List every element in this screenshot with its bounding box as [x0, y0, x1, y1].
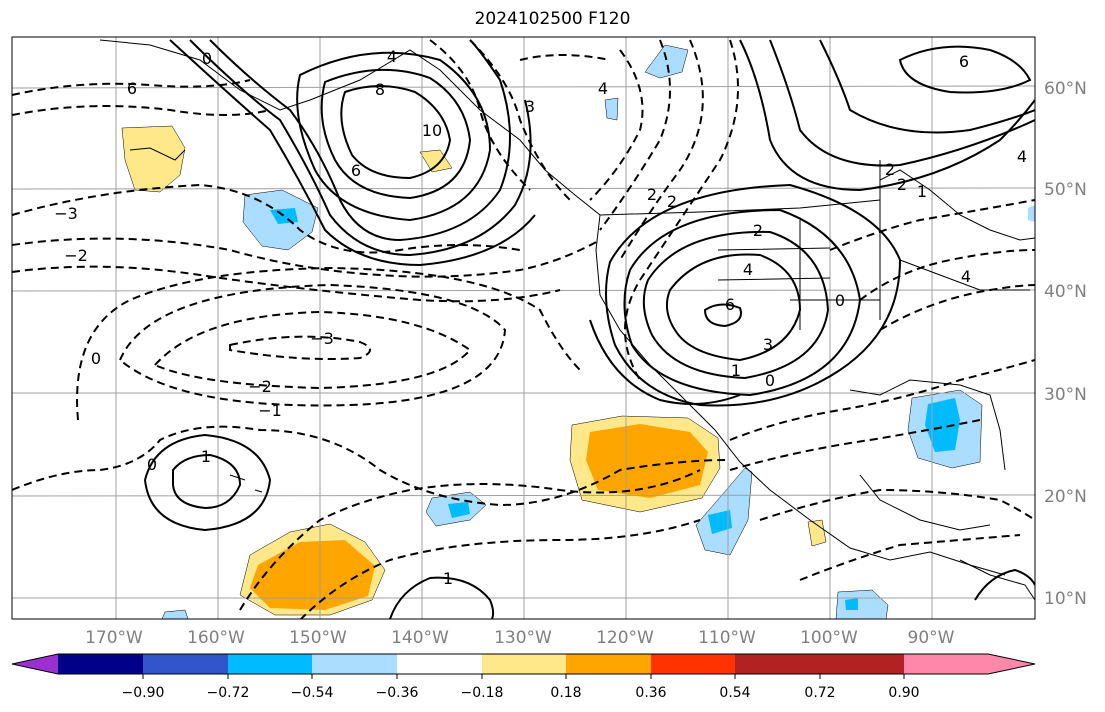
colorbar-segment [312, 654, 397, 674]
contour-label: 2 [647, 185, 657, 204]
lon-label-160w: 160°W [187, 628, 245, 648]
contour-label: −3 [54, 204, 78, 223]
colorbar-label: −0.36 [376, 685, 419, 701]
contour-label: 3 [525, 97, 535, 116]
negative-contours [12, 39, 1035, 619]
latitude-labels: 60°N 50°N 40°N 30°N 20°N 10°N [1044, 79, 1087, 609]
colorbar-extend-low [12, 654, 58, 674]
colorbar-segment [566, 654, 651, 674]
colorbar-segment [482, 654, 566, 674]
positive-anomaly-core [250, 540, 375, 610]
colorbar-label: 0.90 [888, 685, 919, 701]
positive-anomaly-core [586, 424, 708, 498]
graticule [12, 37, 1035, 619]
contour-label: 6 [351, 161, 361, 180]
colorbar-segment [820, 654, 904, 674]
colorbar-label: 0.54 [719, 685, 750, 701]
lon-label-130w: 130°W [494, 628, 552, 648]
lat-label-60n: 60°N [1044, 79, 1087, 99]
colorbar-segment [651, 654, 735, 674]
colorbar-segment [58, 654, 143, 674]
contour-label: 1 [443, 569, 453, 588]
contour-label: 2 [753, 221, 763, 240]
map-frame [11, 36, 1036, 620]
contour-label: −3 [310, 329, 334, 348]
colorbar-segment [397, 654, 482, 674]
negative-anomaly-region [644, 44, 689, 79]
colorbar-segment [228, 654, 312, 674]
negative-anomaly-core [448, 502, 470, 518]
contour-label: 6 [725, 295, 735, 314]
negative-anomaly-region [604, 97, 619, 121]
colorbar-segment [143, 654, 228, 674]
contour-label: 1 [917, 182, 927, 201]
contour-label: 4 [961, 267, 971, 286]
lat-label-50n: 50°N [1044, 180, 1087, 200]
colorbar-ticks [142, 674, 905, 679]
negative-anomaly-core [845, 598, 858, 610]
contour-label: 0 [147, 455, 157, 474]
lon-label-140w: 140°W [391, 628, 449, 648]
lon-label-120w: 120°W [596, 628, 654, 648]
negative-anomaly-region [1028, 205, 1035, 222]
contour-label: 8 [375, 80, 385, 99]
contour-label: 4 [743, 260, 753, 279]
contour-label: 2 [885, 160, 895, 179]
contour-label: −1 [258, 401, 282, 420]
contour-label: 6 [959, 52, 969, 71]
colorbar-extend-high [904, 654, 1035, 674]
contour-label: 6 [127, 79, 137, 98]
contour-label: 4 [598, 79, 608, 98]
lon-label-170w: 170°W [85, 628, 143, 648]
colorbar-label: −0.90 [122, 685, 165, 701]
lon-label-110w: 110°W [698, 628, 756, 648]
colorbar-label: 0.18 [550, 685, 581, 701]
colorbar-label: −0.54 [291, 685, 334, 701]
contour-label: 0 [202, 49, 212, 68]
map-plot-area: 6 4 8 10 6 3 2 0 −3 −2 −3 −2 −1 0 1 0 1 … [12, 37, 1035, 619]
contour-label: 4 [387, 47, 397, 66]
contour-label: 2 [667, 192, 677, 211]
contour-labels: 6 4 8 10 6 3 2 0 −3 −2 −3 −2 −1 0 1 0 1 … [54, 47, 1027, 588]
colorbar-outline [11, 653, 1036, 675]
contour-label: −2 [248, 377, 272, 396]
contour-label: 4 [1017, 147, 1027, 166]
colorbar: −0.90 −0.72 −0.54 −0.36 −0.18 0.18 0.36 … [11, 653, 1036, 701]
contour-label: 10 [422, 121, 442, 140]
map-title: 2024102500 F120 [474, 9, 631, 29]
contour-label: 0 [765, 371, 775, 390]
colorbar-label: 0.36 [635, 685, 666, 701]
contour-label: −2 [64, 246, 88, 265]
positive-anomaly-region [121, 125, 186, 193]
colorbar-label: −0.72 [207, 685, 250, 701]
negative-anomaly-core [925, 398, 960, 452]
positive-contours [143, 39, 1035, 619]
lon-label-100w: 100°W [800, 628, 858, 648]
colorbar-segment [735, 654, 820, 674]
contour-label: 1 [201, 447, 211, 466]
lon-label-90w: 90°W [908, 628, 955, 648]
lon-label-150w: 150°W [289, 628, 347, 648]
contour-label: 2 [897, 175, 907, 194]
positive-anomaly-region [419, 149, 453, 173]
colorbar-label: −0.18 [461, 685, 504, 701]
lat-label-40n: 40°N [1044, 282, 1087, 302]
contour-label: 0 [91, 349, 101, 368]
negative-anomaly-region [835, 589, 889, 619]
contour-label: 3 [763, 335, 773, 354]
contour-label: 1 [731, 361, 741, 380]
positive-anomaly-region [807, 519, 827, 547]
lat-label-10n: 10°N [1044, 589, 1087, 609]
lat-label-20n: 20°N [1044, 487, 1087, 507]
longitude-labels: 170°W 160°W 150°W 140°W 130°W 120°W 110°… [85, 628, 955, 648]
colorbar-label: 0.72 [804, 685, 835, 701]
negative-anomaly-core [708, 510, 732, 534]
contour-label: 0 [835, 291, 845, 310]
negative-anomaly-region [161, 609, 189, 619]
lat-label-30n: 30°N [1044, 385, 1087, 405]
